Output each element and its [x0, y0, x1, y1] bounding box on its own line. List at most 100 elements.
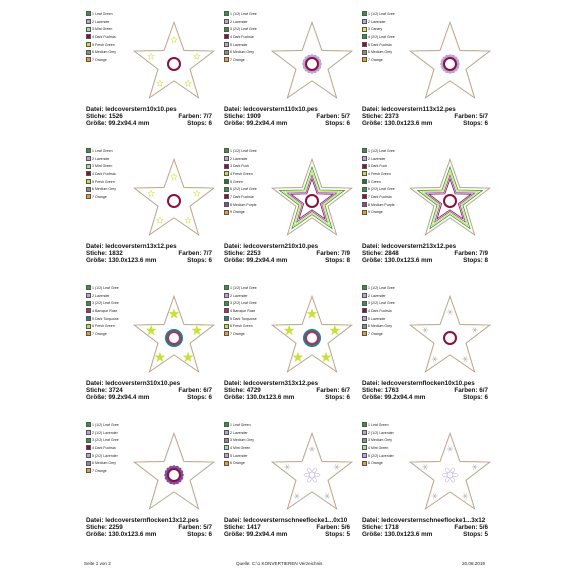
small-star-motif	[192, 189, 201, 198]
legend-row: 4 (2/2) Leaf Gree	[362, 33, 442, 41]
legend-color-name: Dark Fuch	[371, 164, 388, 169]
color-swatch	[86, 300, 91, 306]
stitches-group: Stiche: 4729	[224, 387, 261, 394]
color-swatch	[362, 194, 367, 200]
legend-row: 4 Fresh Green	[362, 170, 442, 178]
stops-value: 8	[484, 257, 488, 265]
stitches-group: Stiche: 1909	[224, 113, 261, 120]
legend-color-name: Leaf Green	[233, 422, 251, 427]
color-swatch	[224, 148, 229, 154]
center-led-ring	[167, 194, 181, 208]
stitches-group: Stiche: 2848	[362, 250, 399, 257]
color-swatch	[362, 26, 367, 32]
legend-row: 7 Dark Fuchsia	[362, 193, 442, 201]
color-swatch	[86, 171, 91, 177]
legend-row: 5 Fresh Green	[86, 41, 166, 49]
color-swatch	[224, 437, 229, 443]
legend-number: 1	[230, 422, 232, 427]
legend-color-name: Orange	[371, 57, 383, 62]
center-flower-petal	[172, 465, 176, 469]
legend-color-name: Medium Purple	[233, 202, 257, 207]
star-outline	[409, 20, 491, 99]
colors-value: 6/7	[203, 387, 212, 395]
color-swatch	[362, 11, 367, 17]
star-outline-inner	[410, 159, 490, 235]
file-label: Datei:	[224, 243, 242, 250]
legend-number: 2	[368, 293, 370, 298]
legend-number: 5	[230, 42, 232, 47]
legend-number: 7	[368, 331, 370, 336]
design-card: 1 (1/2) Leaf Gree 2 Lavender 3 (2/2) Leaf Gre…	[220, 6, 354, 143]
size-row: Größe: 130.0x123.6 mm Stops: 6	[86, 257, 212, 264]
center-flower-petal	[448, 54, 452, 58]
color-swatch	[224, 430, 229, 436]
size-label: Größe:	[224, 531, 245, 539]
color-legend: 1 Leaf Green 2 Lavender 3 Medium Grey 4 Mint Gr…	[224, 421, 304, 467]
stops-label: Stops:	[463, 257, 483, 265]
color-swatch	[362, 316, 367, 322]
legend-number: 1	[368, 11, 370, 16]
file-row: Datei: ledcoversternflocken13x12.pes	[86, 517, 212, 524]
stops-group: Stops: 6	[187, 257, 212, 264]
color-swatch	[224, 163, 229, 169]
legend-color-name: Leaf Green	[371, 422, 389, 427]
small-star-motif	[292, 351, 304, 363]
color-swatch	[362, 460, 367, 466]
legend-color-name: Fresh Green	[95, 179, 115, 184]
size-group: Größe: 130.0x123.6 mm	[224, 394, 294, 401]
legend-row: 3 Medium Grey	[362, 436, 442, 444]
file-label: Datei:	[362, 243, 380, 250]
legend-color-name: (1/2) Lavender	[95, 430, 118, 435]
size-row: Größe: 99.2x94.4 mm Stops: 6	[224, 120, 350, 127]
stitches-label: Stiche:	[362, 250, 383, 258]
legend-color-name: Orange	[95, 468, 107, 473]
snowflake-motif	[423, 464, 427, 470]
legend-number: 9	[230, 210, 232, 215]
legend-row: 6 Orange	[224, 459, 304, 467]
stitches-row: Stiche: 1526 Farben: 7/7	[86, 113, 212, 120]
stitches-row: Stiche: 1417 Farben: 5/6	[224, 524, 350, 531]
color-legend: 1 Leaf Green 2 Lavender 3 Mint Green 4 Dark Fuc…	[86, 10, 166, 64]
file-row: Datei: ledcoverstern313x12.pes	[224, 380, 350, 387]
size-group: Größe: 99.2x94.4 mm	[224, 531, 287, 538]
color-swatch	[86, 453, 91, 459]
size-label: Größe:	[362, 394, 383, 402]
nested-star-outline	[286, 173, 338, 224]
legend-number: 6	[230, 187, 232, 192]
color-swatch	[362, 430, 367, 436]
legend-color-name: (1/2) Leaf Gree	[95, 285, 119, 290]
legend-color-name: Orange	[95, 194, 107, 199]
legend-color-name: Lavender	[233, 430, 248, 435]
color-swatch	[224, 11, 229, 17]
stops-value: 8	[346, 257, 350, 265]
center-led-ring	[443, 194, 457, 208]
legend-color-name: Orange	[233, 57, 245, 62]
design-card: 1 (1/2) Leaf Gree 2 Lavender 3 Dark Fuch 4 Fres…	[220, 143, 354, 280]
center-led-ring	[446, 471, 454, 479]
legend-row: 7 Orange	[362, 56, 442, 64]
legend-number: 5	[368, 179, 370, 184]
center-target-ring	[169, 333, 179, 343]
legend-number: 4	[368, 308, 370, 313]
star-outline-inner	[410, 296, 490, 372]
legend-color-name: Dark Fuch	[233, 164, 250, 169]
snowflake-motif	[325, 493, 329, 499]
star-outline-inner	[134, 296, 214, 372]
legend-color-name: Dark Turquoise	[95, 316, 119, 321]
legend-row: 4 Dark Fuchsia	[86, 33, 166, 41]
color-swatch	[362, 323, 367, 329]
legend-number: 5	[368, 316, 370, 321]
stops-value: 6	[208, 394, 212, 402]
legend-number: 6	[368, 50, 370, 55]
legend-color-name: Orange	[371, 331, 383, 336]
legend-number: 2	[230, 430, 232, 435]
stops-group: Stops: 8	[463, 257, 488, 264]
stitches-label: Stiche:	[362, 387, 383, 395]
legend-number: 3	[230, 301, 232, 306]
legend-number: 3	[92, 27, 94, 32]
legend-row: 4 Baroque Rose	[86, 307, 166, 315]
star-outline-inner	[272, 296, 352, 372]
star-outline	[271, 294, 353, 373]
legend-row: 5 Lavender	[224, 41, 304, 49]
legend-row: 6 (2/2) Leaf Gree	[224, 185, 304, 193]
